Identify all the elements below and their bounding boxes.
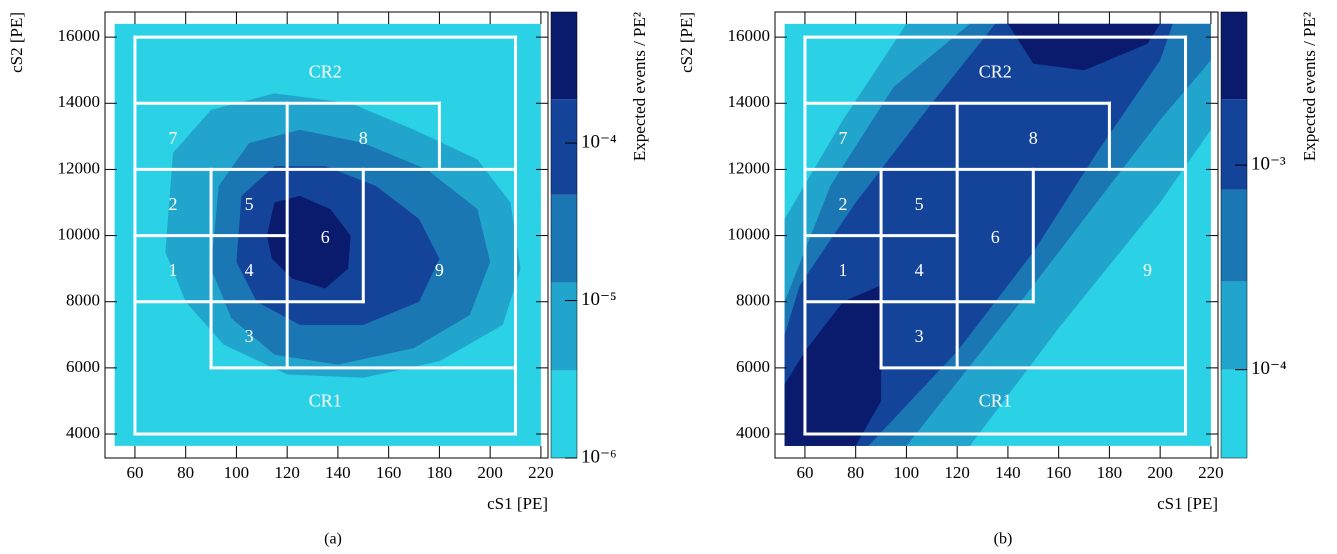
region-label: 5 xyxy=(245,194,254,214)
x-tick-label: 80 xyxy=(177,463,194,482)
region-label: 4 xyxy=(245,260,254,280)
x-tick-label: 80 xyxy=(847,463,864,482)
x-tick-label: 160 xyxy=(376,463,402,482)
colorbar-tick-label: 10⁻⁶ xyxy=(581,446,617,467)
region-label: 6 xyxy=(991,227,1000,247)
colorbar-tick-label: 10⁻⁴ xyxy=(581,131,617,152)
region-label: CR2 xyxy=(979,62,1012,82)
y-tick-label: 12000 xyxy=(728,158,771,177)
x-tick-label: 180 xyxy=(427,463,453,482)
colorbar-band xyxy=(1221,12,1247,100)
x-tick-label: 60 xyxy=(796,463,813,482)
x-tick-label: 100 xyxy=(894,463,920,482)
region-label: CR1 xyxy=(979,391,1012,411)
x-axis-label: cS1 [PE] xyxy=(1157,494,1218,513)
x-tick-label: 200 xyxy=(1147,463,1173,482)
y-tick-label: 10000 xyxy=(728,224,771,243)
colorbar-label: Expected events / PE² xyxy=(1300,12,1319,161)
colorbar-band xyxy=(551,99,577,195)
contour-region xyxy=(1007,23,1161,71)
region-label: CR1 xyxy=(309,391,342,411)
region-label: 8 xyxy=(359,128,368,148)
y-tick-label: 4000 xyxy=(736,423,770,442)
y-tick-label: 8000 xyxy=(66,291,100,310)
caption: (a) xyxy=(324,531,342,548)
x-tick-label: 140 xyxy=(995,463,1021,482)
plot-frame xyxy=(774,11,1219,459)
y-tick-label: 14000 xyxy=(728,92,771,111)
x-tick-label: 140 xyxy=(325,463,351,482)
y-tick-label: 14000 xyxy=(58,92,101,111)
region-label: 2 xyxy=(838,194,847,214)
y-tick-label: 6000 xyxy=(736,357,770,376)
colorbar-frame xyxy=(550,11,578,459)
colorbar-tick-label: 10⁻³ xyxy=(1251,153,1286,174)
y-tick-label: 12000 xyxy=(58,158,101,177)
colorbar-band xyxy=(551,12,577,100)
region-label: 1 xyxy=(838,260,847,280)
x-tick-label: 60 xyxy=(126,463,143,482)
region-label: 5 xyxy=(915,194,924,214)
region-label: 2 xyxy=(168,194,177,214)
y-tick-label: 16000 xyxy=(58,26,101,45)
y-tick-label: 8000 xyxy=(736,291,770,310)
colorbar-band xyxy=(551,194,577,283)
y-tick-label: 4000 xyxy=(66,423,100,442)
region-label: 9 xyxy=(1143,260,1152,280)
colorbar-band xyxy=(1221,281,1247,370)
colorbar-band xyxy=(1221,189,1247,282)
y-axis-label: cS2 [PE] xyxy=(7,12,26,73)
colorbar-tick-label: 10⁻⁵ xyxy=(581,289,617,310)
colorbar-band xyxy=(1221,99,1247,190)
x-tick-label: 180 xyxy=(1097,463,1123,482)
region-label: 3 xyxy=(245,326,254,346)
y-tick-label: 10000 xyxy=(58,224,101,243)
y-tick-label: 6000 xyxy=(66,357,100,376)
plot-frame xyxy=(104,11,549,459)
x-tick-label: 100 xyxy=(224,463,250,482)
x-tick-label: 160 xyxy=(1046,463,1072,482)
colorbar-tick-label: 10⁻⁴ xyxy=(1251,358,1287,379)
region-label: 4 xyxy=(915,260,924,280)
y-tick-label: 16000 xyxy=(728,26,771,45)
colorbar-band xyxy=(551,282,577,371)
y-axis-label: cS2 [PE] xyxy=(677,12,696,73)
region-label: CR2 xyxy=(309,62,342,82)
colorbar-label: Expected events / PE² xyxy=(630,12,649,161)
region-label: 3 xyxy=(915,326,924,346)
region-label: 8 xyxy=(1029,128,1038,148)
contour-region xyxy=(784,285,882,446)
region-label: 9 xyxy=(435,260,444,280)
x-tick-label: 220 xyxy=(528,463,554,482)
region-label: 6 xyxy=(321,227,330,247)
x-tick-label: 120 xyxy=(274,463,300,482)
region-label: 7 xyxy=(838,128,847,148)
caption: (b) xyxy=(994,531,1013,548)
x-tick-label: 220 xyxy=(1198,463,1224,482)
region-label: 7 xyxy=(168,128,177,148)
x-axis-label: cS1 [PE] xyxy=(487,494,548,513)
x-tick-label: 120 xyxy=(944,463,970,482)
colorbar-frame xyxy=(1220,11,1248,459)
colorbar-band xyxy=(1221,369,1247,458)
region-label: 1 xyxy=(168,260,177,280)
colorbar-band xyxy=(551,370,577,458)
x-tick-label: 200 xyxy=(477,463,503,482)
